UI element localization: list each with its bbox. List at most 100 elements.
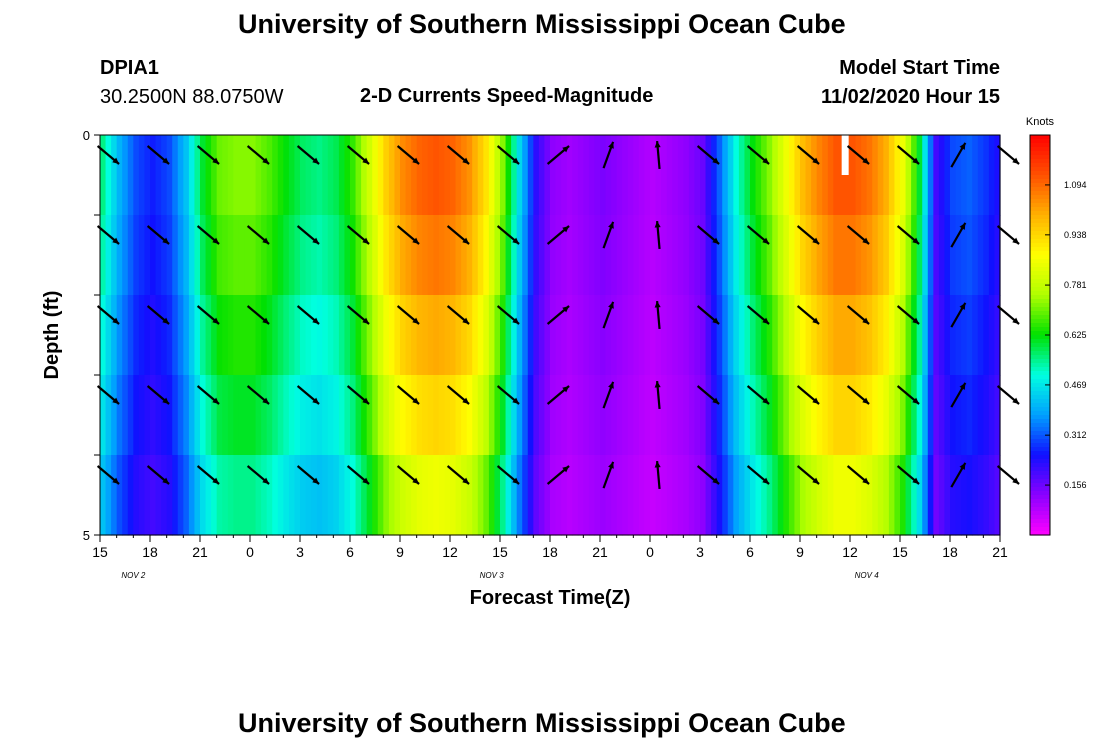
colorbar-segment: [1030, 367, 1050, 372]
heatmap-cell: [350, 295, 357, 376]
heatmap-cell: [850, 215, 857, 296]
x-tick-label: 0: [646, 544, 654, 560]
heatmap-cell: [855, 295, 862, 376]
colorbar-segment: [1030, 155, 1050, 160]
heatmap-cell: [538, 295, 546, 376]
heatmap-cell: [327, 455, 334, 536]
heatmap-cell: [161, 215, 168, 296]
heatmap-cell: [844, 215, 851, 296]
heatmap-cell: [294, 215, 301, 296]
colorbar-segment: [1030, 267, 1050, 272]
colorbar-segment: [1030, 239, 1050, 244]
colorbar-tick-label: 0.156: [1064, 480, 1087, 490]
heatmap-cell: [527, 135, 534, 216]
colorbar-segment: [1030, 379, 1050, 384]
heatmap-cell: [777, 455, 784, 536]
heatmap-cell: [766, 455, 773, 536]
heatmap-cell: [188, 375, 196, 456]
heatmap-cell: [827, 215, 834, 296]
colorbar-segment: [1030, 479, 1050, 484]
current-arrow: [796, 145, 820, 165]
arrow-head: [1012, 157, 1020, 164]
heatmap-cell: [483, 215, 490, 296]
heatmap-cell: [427, 375, 434, 456]
heatmap-cell: [622, 295, 629, 376]
colorbar-segment: [1030, 263, 1050, 268]
heatmap-cell: [833, 215, 840, 296]
heatmap-cell: [361, 455, 368, 536]
heatmap-cell: [850, 455, 857, 536]
heatmap-cell: [672, 215, 679, 296]
heatmap-cell: [794, 215, 801, 296]
heatmap-cell: [850, 375, 857, 456]
heatmap-cell: [505, 375, 512, 456]
heatmap-cell: [800, 455, 807, 536]
heatmap-cell: [355, 135, 362, 216]
heatmap-cell: [738, 375, 746, 456]
heatmap-cell: [244, 375, 251, 456]
heatmap-cell: [866, 295, 873, 376]
arrow-head: [959, 222, 966, 230]
arrow-head: [562, 306, 570, 313]
heatmap-cell: [233, 455, 240, 536]
heatmap-cell: [627, 375, 634, 456]
heatmap-cell: [533, 295, 540, 376]
current-arrow: [546, 225, 570, 245]
colorbar-segment: [1030, 339, 1050, 344]
heatmap-cell: [700, 215, 707, 296]
heatmap-cell: [244, 215, 251, 296]
heatmap-cell: [627, 295, 634, 376]
heatmap-cell: [705, 375, 712, 456]
colorbar-segment: [1030, 187, 1050, 192]
heatmap-cell: [627, 135, 634, 216]
heatmap-cell: [827, 375, 834, 456]
heatmap-cell: [305, 455, 312, 536]
colorbar-segment: [1030, 243, 1050, 248]
heatmap-cell: [111, 295, 118, 376]
heatmap-cell: [577, 455, 584, 536]
heatmap-cell: [711, 295, 718, 376]
heatmap-cell: [216, 215, 223, 296]
heatmap-cell: [555, 375, 562, 456]
heatmap-cell: [261, 215, 268, 296]
heatmap-cell: [733, 215, 740, 296]
heatmap-cell: [827, 295, 834, 376]
colorbar-segment: [1030, 359, 1050, 364]
heatmap-cell: [888, 295, 896, 376]
heatmap-cell: [705, 135, 712, 216]
heatmap-cell: [477, 295, 484, 376]
heatmap-cell: [383, 295, 390, 376]
heatmap-cell: [327, 135, 334, 216]
heatmap-cell: [550, 215, 557, 296]
heatmap-cell: [961, 375, 968, 456]
heatmap-cell: [977, 135, 984, 216]
current-arrow: [896, 465, 920, 485]
heatmap-cell: [672, 455, 679, 536]
arrow-head: [212, 157, 220, 164]
heatmap-cell: [766, 135, 773, 216]
current-arrow: [746, 465, 770, 485]
heatmap-cell: [311, 135, 318, 216]
heatmap-cell: [405, 295, 412, 376]
heatmap-cell: [394, 215, 401, 296]
current-arrow: [196, 305, 220, 325]
heatmap-cell: [872, 455, 879, 536]
current-arrow: [696, 145, 720, 165]
heatmap-cell: [861, 215, 868, 296]
plot-title: 2-D Currents Speed-Magnitude: [360, 85, 654, 107]
arrow-head: [862, 477, 870, 484]
arrow-head: [562, 466, 570, 473]
heatmap-cell: [711, 215, 718, 296]
heatmap-cell: [483, 375, 490, 456]
arrow-head: [262, 477, 270, 484]
heatmap-cell: [911, 215, 918, 296]
colorbar-tick-label: 0.312: [1064, 430, 1087, 440]
heatmap-cell: [583, 135, 590, 216]
heatmap-cell: [944, 215, 951, 296]
heatmap-cell: [450, 135, 457, 216]
heatmap-cell: [422, 375, 429, 456]
colorbar-segment: [1030, 331, 1050, 336]
arrow-head: [608, 461, 614, 469]
arrow-head: [608, 221, 614, 229]
heatmap-cell: [744, 135, 751, 216]
